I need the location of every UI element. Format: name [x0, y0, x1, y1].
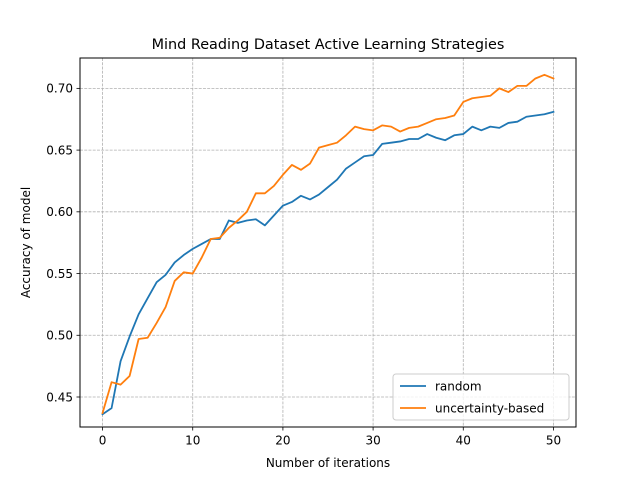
x-tick-label: 20	[275, 434, 290, 448]
y-tick-label: 0.65	[46, 143, 73, 157]
x-axis-ticks: 0 10 20 30 40 50	[99, 427, 561, 448]
legend: random uncertainty-based	[392, 373, 570, 421]
legend-label-uncertainty-based: uncertainty-based	[435, 402, 544, 416]
legend-label-random: random	[435, 380, 482, 394]
series-line-uncertainty-based	[101, 73, 555, 415]
x-tick-label: 40	[456, 434, 471, 448]
y-tick-label: 0.60	[46, 205, 73, 219]
y-tick-label: 0.45	[46, 390, 73, 404]
series-lines	[101, 73, 555, 416]
series-line-random	[101, 110, 555, 416]
y-axis-label: Accuracy of model	[19, 187, 33, 298]
legend-box	[392, 373, 570, 421]
x-tick-label: 10	[185, 434, 200, 448]
x-axis-label: Number of iterations	[266, 456, 390, 470]
y-tick-label: 0.50	[46, 329, 73, 343]
y-tick-label: 0.55	[46, 267, 73, 281]
chart-title: Mind Reading Dataset Active Learning Str…	[152, 37, 505, 53]
x-tick-label: 30	[365, 434, 380, 448]
grid-lines	[80, 58, 576, 427]
axes-frame	[79, 57, 577, 428]
y-axis-ticks: 0.45 0.50 0.55 0.60 0.65 0.70	[46, 82, 80, 404]
y-tick-label: 0.70	[46, 82, 73, 96]
x-tick-label: 50	[546, 434, 561, 448]
x-tick-label: 0	[99, 434, 107, 448]
